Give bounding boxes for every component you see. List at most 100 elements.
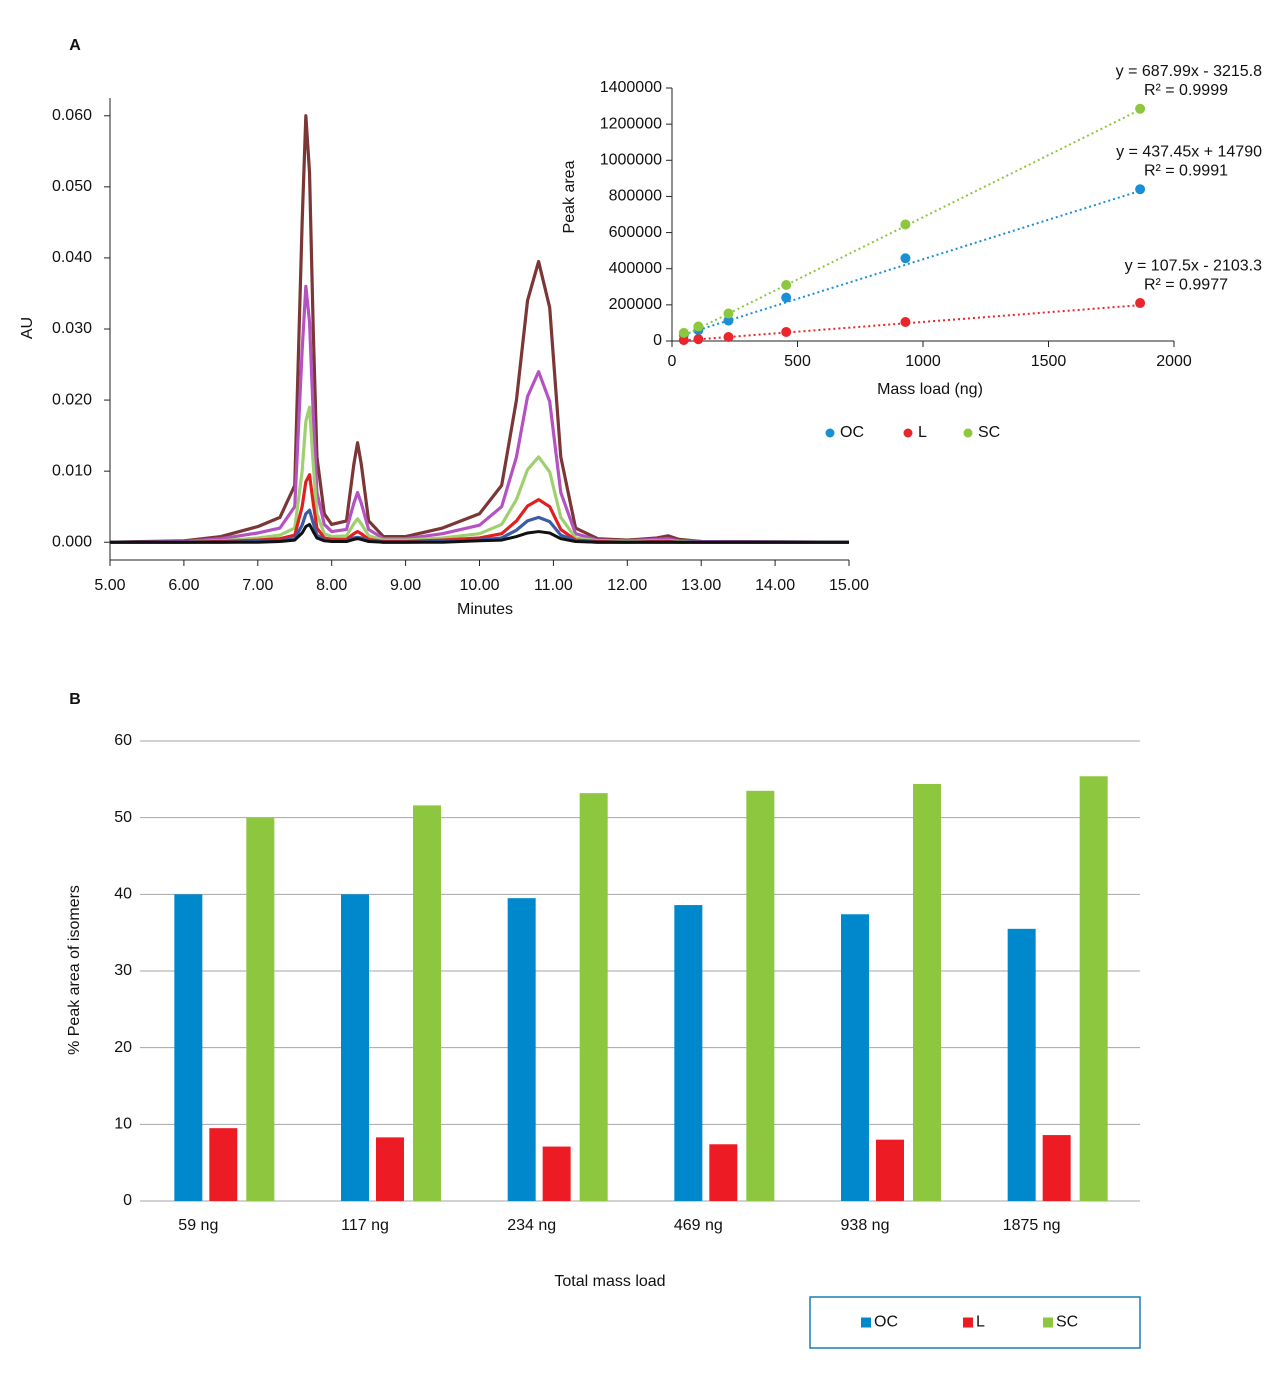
trendline-r2: R² = 0.9991	[1144, 162, 1228, 179]
x-tick-label: 1000	[905, 353, 941, 370]
data-point	[900, 317, 911, 328]
legend-label: L	[918, 424, 927, 441]
y-tick-label: 800000	[609, 188, 662, 205]
y-tick-label: 600000	[609, 224, 662, 241]
data-point	[1135, 103, 1146, 114]
data-point	[1135, 184, 1146, 195]
bar	[174, 894, 203, 1201]
data-point	[900, 253, 911, 264]
x-tick-label: 8.00	[316, 577, 347, 594]
legend-label: L	[976, 1314, 985, 1331]
x-tick-label: 2000	[1156, 353, 1192, 370]
legend-swatch	[1043, 1317, 1053, 1328]
x-tick-label: 938 ng	[841, 1217, 890, 1234]
legend-marker	[825, 428, 835, 438]
y-tick-label: 0	[123, 1192, 132, 1209]
bar	[507, 898, 536, 1201]
x-tick-label: 1500	[1031, 353, 1067, 370]
legend-label: OC	[840, 424, 864, 441]
data-point	[693, 334, 704, 345]
x-axis-label: Total mass load	[554, 1273, 665, 1290]
y-axis-label: Peak area	[561, 160, 578, 233]
x-tick-label: 5.00	[94, 577, 125, 594]
x-tick-label: 234 ng	[507, 1217, 556, 1234]
x-tick-label: 10.00	[459, 577, 499, 594]
trendline	[683, 189, 1141, 336]
y-tick-label: 0.010	[52, 462, 92, 479]
y-tick-label: 20	[114, 1039, 132, 1056]
bar	[709, 1144, 738, 1201]
y-tick-label: 40	[114, 886, 132, 903]
y-tick-label: 0.020	[52, 391, 92, 408]
x-axis-label: Mass load (ng)	[877, 381, 983, 398]
panel-label: A	[69, 37, 81, 54]
bar	[209, 1128, 238, 1201]
x-tick-label: 14.00	[755, 577, 795, 594]
bar	[376, 1137, 404, 1201]
data-point	[723, 308, 734, 319]
y-tick-label: 10	[114, 1116, 132, 1133]
data-point	[723, 315, 734, 326]
data-point	[678, 335, 689, 346]
legend-marker	[903, 428, 913, 438]
y-tick-label: 0	[653, 332, 662, 349]
data-point	[781, 292, 792, 303]
x-tick-label: 469 ng	[674, 1217, 723, 1234]
data-point	[781, 279, 792, 290]
x-axis-label: Minutes	[457, 601, 513, 618]
y-tick-label: 0.000	[52, 533, 92, 550]
legend-marker	[963, 428, 973, 438]
bar	[1007, 928, 1036, 1201]
x-tick-label: 6.00	[168, 577, 199, 594]
y-tick-label: 1000000	[600, 152, 662, 169]
bar	[876, 1139, 904, 1201]
data-point	[781, 326, 792, 337]
bar	[841, 914, 869, 1201]
y-tick-label: 200000	[609, 296, 662, 313]
trendline-equation: y = 107.5x - 2103.3	[1125, 257, 1263, 274]
y-tick-label: 0.040	[52, 249, 92, 266]
bar	[674, 905, 703, 1201]
bar	[542, 1146, 571, 1201]
bar	[341, 894, 369, 1201]
y-tick-label: 30	[114, 962, 132, 979]
y-tick-label: 0.030	[52, 320, 92, 337]
y-tick-label: 1200000	[600, 115, 662, 132]
bar	[246, 817, 275, 1201]
data-point	[723, 332, 734, 343]
legend-label: OC	[874, 1314, 898, 1331]
y-axis-label: % Peak area of isomers	[66, 885, 83, 1055]
chromatogram-trace	[110, 522, 849, 544]
legend-swatch	[861, 1317, 871, 1328]
chromatogram-trace	[109, 114, 850, 544]
data-point	[1135, 298, 1146, 309]
trendline-equation: y = 437.45x + 14790	[1116, 143, 1262, 160]
legend-box	[809, 1296, 1141, 1349]
legend-label: SC	[1056, 1314, 1078, 1331]
trendline	[683, 304, 1141, 342]
x-tick-label: 500	[784, 353, 811, 370]
y-tick-label: 60	[114, 732, 132, 749]
trendline-r2: R² = 0.9977	[1144, 276, 1228, 293]
x-tick-label: 9.00	[390, 577, 421, 594]
bar	[413, 805, 441, 1201]
x-tick-label: 12.00	[607, 577, 647, 594]
data-point	[693, 321, 704, 332]
panel-label: B	[69, 691, 81, 708]
y-tick-label: 400000	[609, 260, 662, 277]
data-point	[900, 219, 911, 230]
x-tick-label: 117 ng	[341, 1217, 389, 1234]
trendline-equation: y = 687.99x - 3215.8	[1116, 63, 1262, 80]
y-tick-label: 50	[114, 809, 132, 826]
legend-swatch	[963, 1317, 973, 1328]
chromatogram-trace	[110, 405, 849, 544]
trendline	[683, 108, 1141, 337]
y-axis-label: AU	[19, 317, 36, 339]
legend-label: SC	[978, 424, 1000, 441]
x-tick-label: 7.00	[242, 577, 273, 594]
y-tick-label: 1400000	[600, 79, 662, 96]
x-tick-label: 1875 ng	[1003, 1217, 1061, 1234]
bar	[1079, 776, 1108, 1201]
